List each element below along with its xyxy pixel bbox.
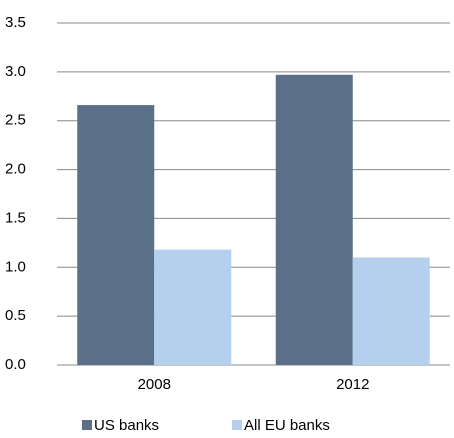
x-tick-label: 2012 (336, 376, 369, 393)
bar (352, 257, 430, 365)
y-tick-label: 2.0 (5, 161, 26, 178)
x-tick-label: 2008 (138, 376, 171, 393)
y-tick-label: 0.0 (5, 356, 26, 373)
legend-label: US banks (94, 417, 159, 434)
y-tick-label: 3.5 (5, 14, 26, 31)
y-tick-label: 1.0 (5, 258, 26, 275)
bar (275, 74, 353, 365)
y-tick-label: 0.5 (5, 307, 26, 324)
legend-label: All EU banks (244, 417, 330, 434)
y-tick-label: 3.0 (5, 63, 26, 80)
bar (154, 249, 232, 365)
legend-swatch (232, 420, 242, 430)
legend-swatch (82, 420, 92, 430)
bar (77, 105, 155, 365)
y-tick-label: 1.5 (5, 209, 26, 226)
y-tick-label: 2.5 (5, 112, 26, 129)
